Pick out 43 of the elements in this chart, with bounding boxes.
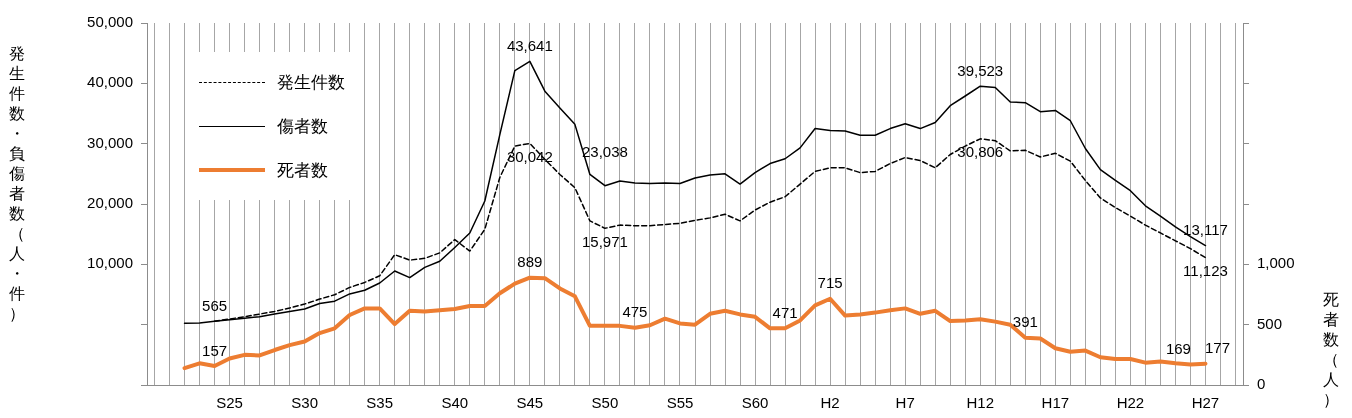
x-tick-label: S35 (366, 394, 394, 412)
y-tick-label: 30,000 (87, 133, 133, 151)
data-label: 43,641 (506, 37, 553, 55)
x-tick-label: S30 (291, 394, 318, 412)
data-label: 889 (517, 253, 543, 271)
y-tick-label: 10,000 (87, 254, 133, 272)
y-tick-label: 50,000 (87, 13, 133, 31)
data-label: 13,117 (1183, 221, 1228, 239)
legend-label: 発生件数 (277, 71, 345, 94)
text: 発生件数・負傷者数（人・件） (9, 45, 25, 322)
y-tick-label: 20,000 (87, 194, 133, 212)
data-label: 391 (1012, 313, 1038, 331)
data-label: 475 (622, 303, 648, 321)
data-label: 715 (817, 274, 843, 292)
x-tick-label: S55 (666, 394, 694, 412)
y2-tick-label: 1,000 (1257, 254, 1295, 272)
y2-tick-label: 0 (1257, 375, 1266, 393)
data-label: 177 (1204, 339, 1230, 357)
x-tick-label: H7 (895, 394, 915, 412)
x-tick-label: S50 (591, 394, 619, 412)
y2-axis-title: 死者数（人） (1323, 290, 1339, 410)
data-label: 157 (202, 341, 228, 359)
x-tick-label: S40 (441, 394, 469, 412)
y2-tick-label: 500 (1257, 314, 1283, 332)
x-tick-label: H22 (1116, 394, 1145, 412)
x-tick-label: S25 (216, 394, 243, 412)
y-tick-label: 40,000 (87, 73, 133, 91)
legend-label: 死者数 (277, 159, 328, 182)
data-label: 15,971 (581, 232, 628, 250)
x-tick-label: H2 (820, 394, 840, 412)
data-label: 169 (1165, 340, 1191, 358)
data-label: 11,123 (1183, 262, 1228, 280)
data-label: 30,042 (506, 148, 553, 166)
x-tick-label: H17 (1041, 394, 1070, 412)
data-label: 471 (772, 303, 798, 321)
data-label: 39,523 (957, 61, 1004, 79)
x-tick-label: S45 (516, 394, 544, 412)
legend-label: 傷者数 (277, 115, 328, 138)
x-tick-label: H27 (1191, 394, 1220, 412)
x-tick-label: H12 (966, 394, 995, 412)
data-label: 565 (202, 296, 228, 314)
data-label: 30,806 (957, 143, 1004, 161)
x-tick-label: S60 (741, 394, 769, 412)
